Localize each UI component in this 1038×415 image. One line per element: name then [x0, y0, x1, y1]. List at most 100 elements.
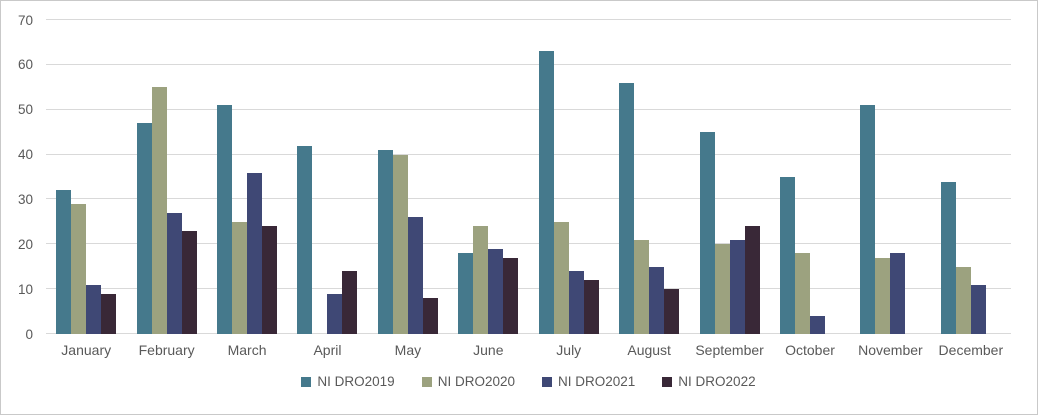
- month-group-november: [850, 20, 930, 334]
- legend-item: NI DRO2019: [301, 375, 395, 389]
- bar-slot: [664, 20, 680, 334]
- bar-slot: [232, 20, 248, 334]
- bar-slot: [312, 20, 327, 334]
- bar-ni-dro2021: [488, 248, 504, 334]
- bar-slot: [86, 20, 102, 334]
- bar-ni-dro2022: [342, 271, 358, 334]
- x-tick-label: December: [938, 342, 1004, 358]
- gridline: [46, 333, 1011, 334]
- bar-slot: [729, 20, 745, 334]
- bar-ni-dro2019: [56, 190, 72, 334]
- bar-slot: [377, 20, 393, 334]
- bar-ni-dro2020: [473, 226, 489, 334]
- bar-ni-dro2021: [890, 253, 906, 334]
- bar-ni-dro2021: [729, 239, 745, 334]
- bar-ni-dro2020: [232, 221, 248, 334]
- month-group-august: [609, 20, 689, 334]
- bar-slot: [955, 20, 971, 334]
- gridline: [46, 288, 1011, 290]
- bar-slot: [297, 20, 313, 334]
- bar-ni-dro2022: [503, 257, 519, 334]
- month-group-june: [448, 20, 528, 334]
- bar-slot: [970, 20, 986, 334]
- bar-slot: [905, 20, 920, 334]
- bar-ni-dro2021: [327, 293, 343, 334]
- month-group-september: [689, 20, 769, 334]
- legend-item: NI DRO2020: [421, 374, 515, 389]
- bar-slot: [553, 20, 569, 334]
- bar-ni-dro2019: [780, 177, 795, 334]
- month-group-march: [207, 20, 287, 334]
- legend-swatch-icon: [301, 376, 312, 387]
- bar-slot: [744, 20, 760, 334]
- bar-slot: [56, 20, 72, 334]
- bar-slot: [392, 20, 408, 334]
- bar-slot: [151, 20, 167, 334]
- bar-slot: [488, 20, 504, 334]
- bar-slot: [810, 20, 825, 334]
- bar-ni-dro2020: [714, 244, 730, 334]
- bar-slot: [101, 20, 117, 334]
- bar-ni-dro2020: [875, 257, 891, 334]
- plot-area: [46, 19, 1011, 334]
- bar-slot: [166, 20, 182, 334]
- legend-swatch-icon: [662, 376, 673, 387]
- month-group-february: [126, 20, 206, 334]
- bar-ni-dro2019: [136, 123, 152, 334]
- bar-ni-dro2019: [860, 105, 876, 334]
- x-tick-label: September: [695, 342, 764, 358]
- x-tick-label: October: [785, 342, 835, 358]
- bar-slot: [538, 20, 554, 334]
- legend-item: NI DRO2021: [542, 375, 635, 389]
- legend-label: NI DRO2020: [437, 374, 515, 389]
- bar-ni-dro2022: [664, 289, 680, 334]
- gridline: [46, 243, 1011, 245]
- bar-ni-dro2020: [795, 253, 810, 334]
- gridline: [46, 108, 1011, 110]
- bar-slot: [473, 20, 489, 334]
- gridline: [46, 153, 1011, 155]
- y-tick-label: 70: [17, 12, 33, 28]
- bar-slot: [986, 20, 1001, 334]
- bar-ni-dro2021: [247, 172, 263, 334]
- x-tick-label: November: [858, 342, 923, 358]
- bar-ni-dro2022: [101, 293, 117, 334]
- bar-ni-dro2021: [86, 284, 102, 334]
- bar-ni-dro2019: [538, 51, 554, 334]
- legend: NI DRO2019 NI DRO2020 NI DRO2021 NI DRO2022: [46, 375, 1011, 389]
- legend-item: NI DRO2022: [662, 375, 756, 389]
- bar-ni-dro2019: [619, 82, 635, 334]
- bar-slot: [795, 20, 810, 334]
- y-tick-label: 50: [17, 101, 33, 117]
- month-group-may: [368, 20, 448, 334]
- bar-ni-dro2022: [422, 298, 438, 334]
- x-tick-label: June: [473, 342, 504, 358]
- bar-ni-dro2021: [407, 217, 423, 334]
- x-tick-label: April: [313, 342, 342, 358]
- bar-slot: [940, 20, 956, 334]
- x-tick-label: May: [394, 342, 422, 358]
- y-axis: 0 10 20 30 40 50 60 70: [1, 13, 37, 340]
- y-tick-label: 60: [17, 57, 33, 73]
- legend-swatch-icon: [421, 376, 432, 387]
- bar-ni-dro2022: [583, 280, 599, 334]
- bar-slot: [217, 20, 233, 334]
- bar-ni-dro2021: [970, 284, 986, 334]
- month-group-october: [770, 20, 850, 334]
- bar-slot: [458, 20, 474, 334]
- bar-slot: [71, 20, 87, 334]
- y-tick-label: 0: [25, 326, 33, 342]
- bar-groups: [46, 20, 1011, 334]
- bar-ni-dro2019: [699, 132, 715, 334]
- month-group-april: [287, 20, 367, 334]
- bar-slot: [634, 20, 650, 334]
- bar-ni-dro2021: [649, 266, 665, 334]
- bar-ni-dro2021: [166, 212, 182, 334]
- bar-ni-dro2019: [458, 253, 474, 334]
- bar-ni-dro2020: [151, 87, 167, 334]
- gridline: [46, 63, 1011, 65]
- bar-ni-dro2021: [568, 271, 584, 334]
- bar-ni-dro2020: [955, 266, 971, 334]
- bar-slot: [342, 20, 358, 334]
